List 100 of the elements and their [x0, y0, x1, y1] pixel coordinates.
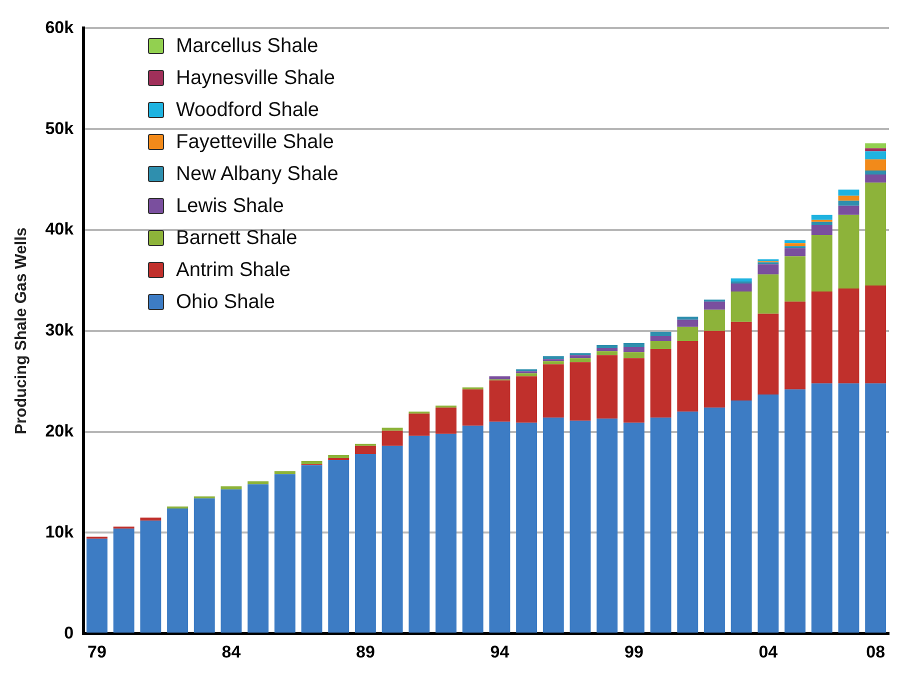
- bar: [596, 348, 618, 352]
- bar: [382, 428, 403, 431]
- bar: [596, 345, 618, 348]
- bar: [865, 170, 886, 175]
- y-tick-label: 30k: [45, 320, 74, 340]
- bar: [865, 174, 886, 183]
- bar: [677, 316, 698, 320]
- bar: [274, 471, 296, 474]
- bar: [704, 330, 725, 408]
- bar: [811, 235, 832, 292]
- bar: [248, 484, 269, 633]
- bar: [408, 436, 430, 633]
- bar: [462, 389, 484, 426]
- x-tick-label: 94: [490, 642, 510, 662]
- bar: [838, 200, 860, 206]
- legend-label: New Albany Shale: [176, 162, 338, 186]
- bar: [382, 446, 403, 633]
- legend-label: Ohio Shale: [176, 290, 275, 314]
- bar: [354, 454, 376, 633]
- bar: [113, 528, 134, 633]
- y-tick-label: 20k: [45, 421, 74, 440]
- bar: [542, 356, 564, 360]
- bar: [570, 420, 591, 633]
- bar: [489, 376, 510, 380]
- bar: [301, 461, 322, 464]
- bar: [248, 481, 269, 484]
- bar: [811, 224, 832, 236]
- bar: [328, 460, 350, 633]
- bar: [838, 196, 860, 201]
- bar: [220, 489, 242, 633]
- y-axis-title: Producing Shale Gas Wells: [13, 227, 30, 434]
- bar: [516, 376, 538, 423]
- bar: [542, 364, 564, 418]
- bar: [650, 332, 672, 336]
- bar: [650, 340, 672, 350]
- bar: [677, 326, 698, 341]
- bar: [542, 418, 564, 633]
- bar: [811, 222, 832, 225]
- bar: [758, 314, 779, 394]
- bar: [596, 355, 618, 419]
- bar: [570, 358, 591, 362]
- bar: [730, 292, 752, 322]
- legend-label: Lewis Shale: [176, 194, 284, 218]
- bar: [623, 347, 644, 352]
- bar: [650, 349, 672, 418]
- bar: [838, 383, 860, 633]
- y-tick-label: 40k: [45, 220, 74, 239]
- bar: [838, 214, 860, 289]
- legend-label: Woodford Shale: [176, 98, 320, 122]
- bar: [811, 383, 832, 633]
- x-tick-label: 79: [88, 642, 106, 662]
- bar: [542, 361, 564, 364]
- bar: [436, 408, 456, 434]
- bar: [811, 292, 832, 384]
- bar: [570, 355, 591, 358]
- bar: [596, 418, 618, 633]
- bar: [462, 426, 484, 633]
- legend-label: Antrim Shale: [176, 258, 290, 282]
- bar: [677, 320, 698, 327]
- bar: [623, 422, 644, 633]
- bar: [516, 373, 538, 376]
- x-tick-label: 89: [356, 642, 375, 662]
- bar: [677, 412, 698, 633]
- bar: [623, 343, 644, 348]
- legend-label: Barnett Shale: [176, 226, 298, 250]
- legend-label: Fayetteville Shale: [176, 130, 334, 154]
- bar: [274, 474, 296, 633]
- bar: [354, 446, 376, 454]
- bar: [140, 518, 162, 521]
- bar: [838, 288, 860, 384]
- bar: [194, 498, 215, 633]
- bar: [489, 380, 510, 422]
- x-tick-label: 99: [624, 642, 644, 662]
- bar: [623, 352, 644, 358]
- bar: [865, 285, 886, 384]
- bar: [677, 340, 698, 412]
- bar: [730, 322, 752, 401]
- bar: [730, 400, 752, 633]
- bar: [650, 336, 672, 341]
- bar: [811, 214, 832, 220]
- bar: [86, 538, 108, 633]
- bar: [436, 434, 456, 633]
- bar: [596, 351, 618, 356]
- bar: [784, 248, 806, 256]
- bar: [220, 486, 242, 490]
- bar: [784, 240, 806, 244]
- bar: [704, 302, 725, 310]
- bar: [758, 264, 779, 274]
- legend-label: Haynesville Shale: [176, 66, 335, 90]
- bar: [730, 283, 752, 292]
- bar: [784, 256, 806, 302]
- y-tick-label: 10k: [45, 522, 74, 542]
- y-tick-label: 60k: [45, 18, 74, 37]
- bar: [301, 465, 322, 633]
- bar: [408, 414, 430, 436]
- bar: [784, 389, 806, 633]
- y-tick-label: 0: [64, 623, 74, 642]
- bar: [704, 408, 725, 633]
- legend-label: Marcellus Shale: [176, 34, 318, 58]
- bar: [865, 159, 886, 170]
